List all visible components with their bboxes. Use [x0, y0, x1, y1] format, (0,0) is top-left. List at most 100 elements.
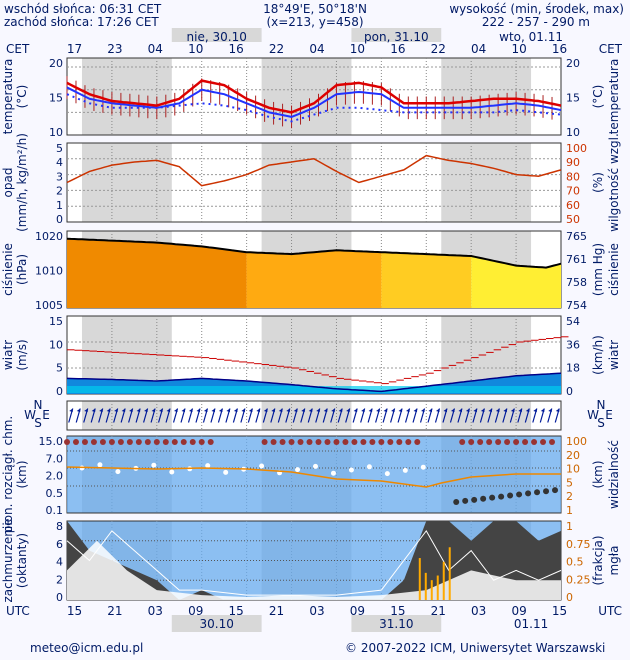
arrow-head — [286, 408, 290, 412]
cloud-base-dot — [295, 467, 301, 473]
tick-label: 10 — [49, 338, 63, 351]
axis-unit-right: (%) — [591, 172, 605, 193]
arrow-head — [91, 408, 96, 412]
low-cloud-dot — [543, 488, 550, 495]
axis-label-right: widzialność — [607, 440, 621, 509]
cloud-top-dot — [171, 439, 178, 445]
arrow-head — [271, 408, 275, 412]
axis-unit-right: (°C) — [591, 85, 605, 109]
axis-unit-right: (mm Hg) — [591, 243, 605, 296]
sunset-text: zachód słońca: 17:26 CET — [4, 15, 159, 29]
footer-email[interactable]: meteo@icm.edu.pl — [30, 641, 144, 655]
pressure-line — [66, 237, 562, 269]
arrow-head — [99, 408, 103, 412]
arrow-head — [533, 408, 537, 412]
visibility-line — [66, 466, 561, 488]
arrow-head — [166, 408, 171, 412]
tick-label: 1 — [56, 199, 63, 212]
total-cloud-line — [66, 529, 562, 596]
cloud-top-dot — [297, 439, 304, 445]
cloud-top-dot — [72, 439, 79, 445]
arrow-head — [503, 408, 507, 412]
cloud-top-dot — [270, 439, 277, 445]
tick-label: 0 — [56, 591, 63, 604]
axis-label-left: zachmurzenie — [1, 518, 15, 602]
hour-label: 15 — [551, 604, 568, 618]
fog-bar — [448, 547, 451, 600]
night-band — [261, 401, 352, 430]
axis-unit-right: (km/h) — [591, 335, 605, 375]
cloud-top-dot — [64, 439, 70, 445]
arrow-head — [248, 408, 253, 412]
tick-label: 20 — [49, 57, 63, 70]
tick-label: 10 — [566, 463, 580, 476]
tick-label: 4 — [56, 156, 63, 169]
tick-label: 758 — [566, 276, 587, 289]
low-cloud-dot — [552, 487, 559, 494]
tick-label: 60 — [566, 199, 580, 212]
hour-label: 16 — [228, 42, 244, 56]
tick-label: 7.0 — [46, 452, 64, 465]
tick-label: 1 — [566, 520, 573, 533]
hour-label: 22 — [430, 42, 446, 56]
arrow-head — [241, 408, 245, 412]
axis-label-left: wiatr — [1, 340, 15, 370]
axis-unit-right: (km) — [591, 460, 605, 488]
mid-cloud-area — [67, 540, 561, 600]
axis-unit-right: (frakcja) — [591, 535, 605, 585]
cloud-top-dot — [522, 439, 529, 445]
elevation-values: 222 - 257 - 290 m — [481, 15, 590, 29]
hour-label: 09 — [349, 604, 366, 618]
arrow-head — [203, 408, 208, 412]
night-band — [81, 401, 172, 430]
tick-label: 0.75 — [566, 538, 591, 551]
tick-label: 54 — [566, 315, 580, 328]
arrow-head — [495, 408, 500, 412]
arrow-head — [121, 408, 126, 412]
cloud-top-dot — [333, 439, 340, 445]
hour-label: 03 — [471, 604, 487, 618]
arrow-head — [413, 408, 418, 412]
cloud-base-dot — [312, 463, 318, 469]
night-band — [441, 58, 532, 135]
cloud-top-dot — [504, 439, 511, 445]
axis-unit-left: (oktanty) — [15, 533, 29, 588]
tick-label: 765 — [566, 230, 587, 243]
temp-min-line — [66, 86, 562, 118]
compass-right-e: E — [605, 408, 613, 422]
cloud-top-dot — [135, 439, 142, 445]
cloud-top-dot — [414, 439, 421, 445]
cloud-top-dot — [99, 439, 106, 445]
day-label: wto, 01.11 — [499, 30, 563, 44]
night-band — [441, 401, 532, 430]
day-band-top — [171, 28, 262, 42]
tick-label: 15.0 — [39, 435, 64, 448]
sunrise-text: wschód słońca: 06:31 CET — [4, 2, 162, 16]
arrow-head — [233, 408, 238, 412]
cloud-base-dot — [169, 469, 175, 475]
arrow-head — [436, 408, 440, 412]
elevation-title: wysokość (min, środek, max) — [449, 2, 624, 16]
arrow-head — [129, 408, 133, 412]
cloud-top-dot — [360, 439, 367, 445]
cloud-base-dot — [115, 469, 121, 475]
day-label: pon, 31.10 — [364, 30, 429, 44]
arrow-head — [76, 408, 81, 412]
arrow-head — [368, 408, 373, 412]
low-cloud-dot — [534, 489, 541, 496]
hour-label: 23 — [107, 42, 123, 56]
cloud-base-dot — [97, 462, 103, 468]
arrow-head — [443, 408, 447, 412]
arrow-head — [106, 408, 111, 412]
arrow-head — [256, 408, 260, 412]
tick-label: 5 — [566, 476, 573, 489]
cloud-top-dot — [108, 439, 115, 445]
wind-speed-line — [66, 372, 562, 393]
cloud-top-dot — [189, 439, 196, 445]
cloud-top-dot — [288, 439, 295, 445]
axis-label-right: wiatr — [607, 340, 621, 370]
hour-label: 17 — [66, 42, 83, 56]
cloud-top-dot — [306, 439, 313, 445]
arrow-head — [144, 408, 148, 412]
day-label: 31.10 — [379, 617, 414, 631]
